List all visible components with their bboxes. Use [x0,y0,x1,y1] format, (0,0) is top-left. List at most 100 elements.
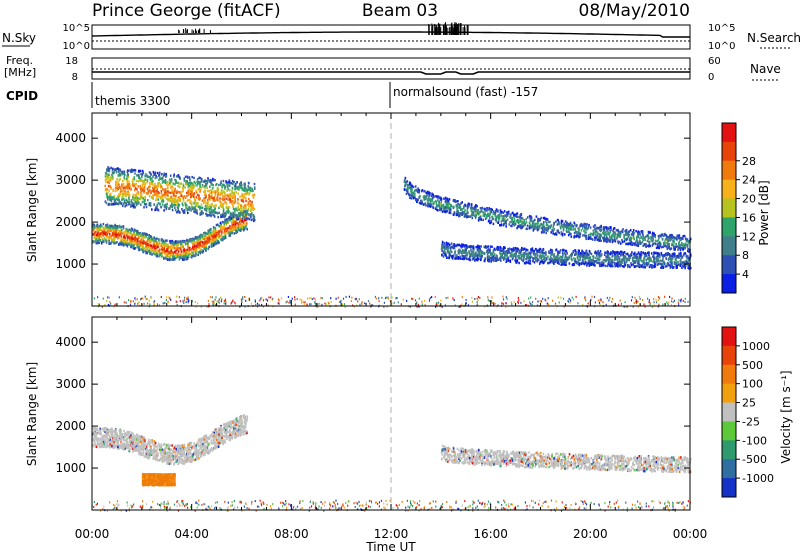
data-cell [486,207,488,210]
data-cell [496,209,499,212]
data-cell [206,214,208,217]
data-cell [243,188,245,191]
data-cell [166,249,169,252]
data-cell [191,190,193,194]
data-cell [110,236,113,239]
data-cell [141,241,143,244]
data-cell [161,254,163,257]
data-cell [149,185,151,189]
data-cell [215,237,217,241]
data-cell [184,251,187,254]
data-cell [101,237,104,241]
data-cell [455,213,458,217]
data-cell [465,247,468,251]
data-cell [206,198,209,202]
data-cell [446,201,449,205]
data-cell [528,262,530,265]
data-cell [190,195,192,199]
nsky-trace [91,22,690,42]
data-cell [429,198,432,201]
data-cell [563,222,566,225]
data-cell [443,246,445,249]
data-cell [191,182,194,185]
data-cell [578,252,581,255]
data-cell [173,173,175,176]
data-cell [111,175,114,178]
data-cell [131,237,133,240]
data-cell [98,235,100,238]
data-cell [514,214,517,218]
data-cell [649,231,651,234]
data-cell [163,173,166,176]
data-cell [225,223,227,227]
data-cell [521,217,524,220]
data-cell [607,226,609,230]
data-cell [525,250,527,253]
data-cell [252,219,255,223]
data-cell [657,234,660,238]
data-cell [110,234,112,237]
data-cell [126,174,128,177]
data-cell [144,196,147,200]
data-cell [159,248,161,251]
data-cell [194,184,196,188]
data-cell [96,241,99,245]
data-cell [408,182,411,186]
data-cell [131,201,134,205]
data-cell [499,252,501,255]
data-cell [102,222,105,226]
data-cell [110,166,112,169]
data-cell [164,257,167,260]
data-cell [160,205,163,209]
freq-trace [92,68,690,75]
data-cell [532,249,534,252]
data-cell [445,206,447,209]
data-cell [219,225,222,229]
data-cell [142,237,144,240]
data-cell [165,207,168,211]
data-cell [410,183,412,186]
data-cell [464,249,467,253]
data-cell [604,226,606,229]
data-cell [617,234,620,238]
data-cell [489,211,492,215]
data-cell [201,184,204,187]
data-cell [230,227,232,230]
data-cell [417,187,419,190]
data-cell [687,248,689,251]
data-cell [537,217,539,221]
data-cell [170,244,173,247]
data-cell [572,225,575,228]
data-cell [597,254,600,257]
data-cell [159,183,162,186]
data-cell [178,240,180,243]
data-cell [135,231,138,235]
data-cell [224,236,226,240]
data-cell [115,168,117,171]
data-cell [508,251,510,254]
data-cell [492,258,494,262]
data-cell [200,213,202,216]
data-cell [216,242,218,245]
data-cell [193,192,196,195]
data-cell [187,207,189,210]
data-cell [175,249,177,252]
data-cell [138,247,141,250]
data-cell [540,222,543,226]
data-cell [248,197,250,201]
data-cell [108,236,110,240]
data-cell [624,238,626,241]
data-cell [218,235,221,238]
data-cell [423,203,426,206]
data-cell [245,206,247,209]
data-cell [682,243,684,246]
data-cell [581,227,584,230]
data-cell [595,230,598,233]
data-cell [487,259,489,262]
data-cell [632,234,635,237]
data-cell [146,252,148,255]
data-cell [607,231,610,234]
data-cell [96,231,99,234]
data-cell [228,184,231,187]
data-cell [510,224,512,228]
